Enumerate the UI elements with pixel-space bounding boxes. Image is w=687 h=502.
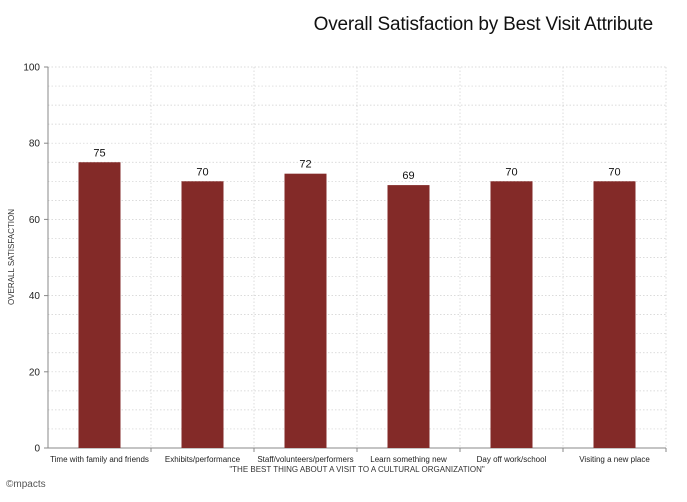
bar-value-label: 69 <box>402 170 414 182</box>
y-tick-label: 20 <box>29 367 41 378</box>
bar <box>78 162 121 448</box>
bar <box>284 173 327 448</box>
bar <box>387 185 430 449</box>
chart-title: Overall Satisfaction by Best Visit Attri… <box>313 14 654 35</box>
bar-value-label: 72 <box>299 159 311 171</box>
y-tick-label: 80 <box>29 139 41 150</box>
x-tick-label: Exhibits/performance <box>165 455 241 464</box>
brand-logo: ©mpacts <box>6 479 46 490</box>
x-tick-label: Staff/volunteers/performers <box>257 455 353 464</box>
x-tick-label: Learn something new <box>370 455 447 464</box>
bar <box>593 181 636 449</box>
bar-value-label: 70 <box>608 166 620 178</box>
x-tick-label: Visiting a new place <box>579 455 650 464</box>
x-tick-label: Day off work/school <box>477 455 547 464</box>
x-tick-label: Time with family and friends <box>50 455 149 464</box>
y-tick-label: 60 <box>29 215 41 226</box>
grid-lines <box>48 66 667 448</box>
y-axis-label: OVERALL SATISFACTION <box>7 209 16 305</box>
y-tick-label: 100 <box>23 63 40 74</box>
bar <box>490 181 533 449</box>
labels: 0 20 40 60 80 100 75 Time with family and frien… <box>23 63 650 465</box>
bar-value-label: 70 <box>196 166 208 178</box>
bars <box>78 162 636 449</box>
bar-value-label: 70 <box>505 166 517 178</box>
x-axis-label: "THE BEST THING ABOUT A VISIT TO A CULTU… <box>229 465 485 474</box>
axes <box>44 66 667 452</box>
y-tick-label: 0 <box>34 444 40 455</box>
bar-value-label: 75 <box>93 147 105 159</box>
bar <box>181 181 224 449</box>
y-tick-label: 40 <box>29 291 41 302</box>
